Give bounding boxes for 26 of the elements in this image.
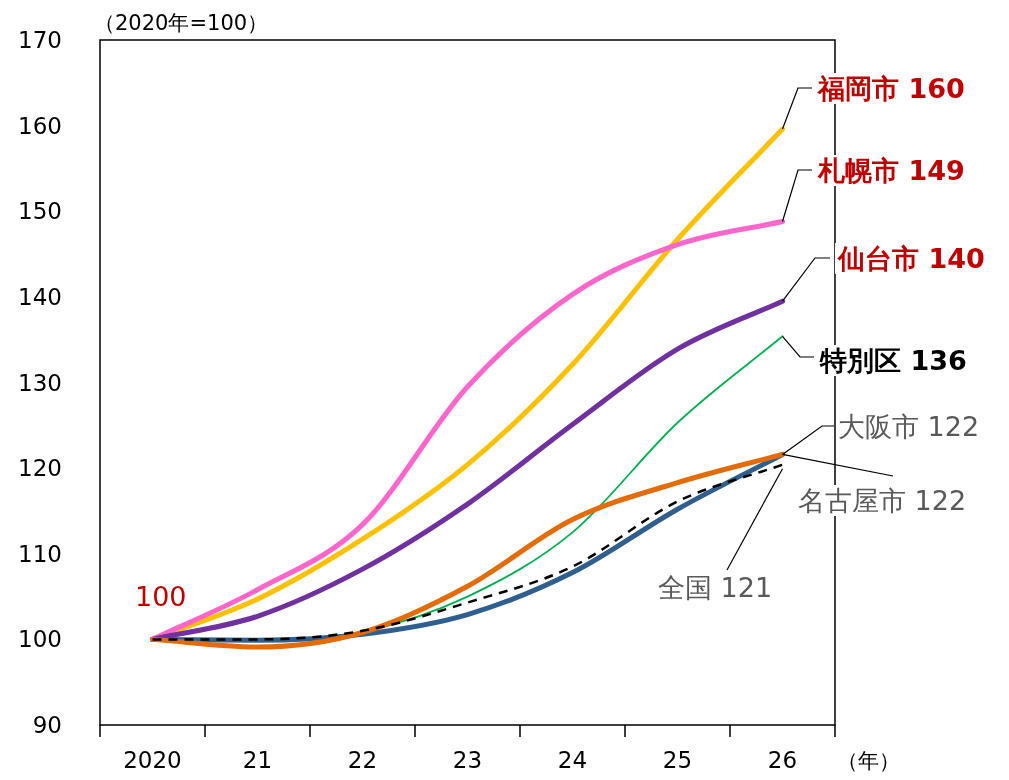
x-tick-label: 23 (452, 747, 483, 773)
annotation: 特別区 136 (819, 345, 967, 376)
y-tick-label: 100 (18, 626, 62, 653)
annotation: 大阪市 122 (838, 411, 980, 442)
x-tick-label: 26 (767, 747, 798, 773)
y-tick-label: 120 (18, 455, 62, 482)
y-axis-title: （2020年=100） (94, 11, 269, 35)
x-tick-label: 21 (242, 747, 273, 773)
annotation: 福岡市 160 (816, 73, 965, 104)
x-tick-label: 24 (557, 747, 588, 773)
y-tick-label: 160 (18, 112, 62, 139)
annotation: 100 (135, 581, 187, 612)
y-tick-label: 150 (18, 198, 62, 225)
x-axis-title: （年） (837, 749, 900, 773)
annotation: 仙台市 140 (837, 243, 985, 274)
x-tick-label: 22 (347, 747, 378, 773)
annotation: 全国 121 (658, 572, 773, 603)
y-tick-label: 140 (18, 283, 62, 310)
y-tick-label: 90 (32, 712, 62, 738)
x-tick-label: 25 (662, 747, 693, 773)
annotation: 名古屋市 122 (798, 485, 967, 516)
annotation: 札幌市 149 (817, 155, 965, 186)
x-tick-label: 2020 (123, 747, 182, 773)
y-tick-label: 170 (18, 27, 62, 53)
y-tick-label: 110 (18, 540, 62, 567)
y-tick-label: 130 (18, 369, 62, 396)
